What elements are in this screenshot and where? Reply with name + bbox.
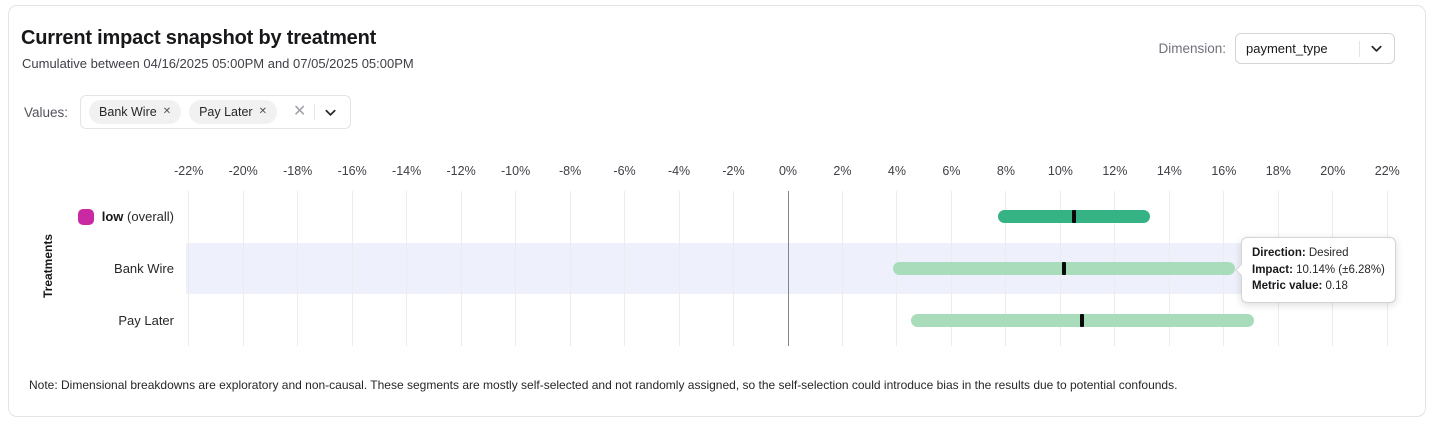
values-multiselect[interactable]: Bank Wire ✕ Pay Later ✕ ✕ [80, 95, 352, 129]
axis-tick-label: 10% [1047, 164, 1073, 178]
values-label: Values: [24, 104, 69, 120]
zero-line [787, 191, 789, 346]
axis-tick-label: 18% [1265, 164, 1291, 178]
axis-tick-label: -14% [392, 164, 422, 178]
axis-tick-label: -16% [337, 164, 367, 178]
y-axis-title: Treatments [41, 233, 55, 299]
clear-all-icon[interactable]: ✕ [292, 103, 307, 120]
axis-tick-label: 14% [1156, 164, 1182, 178]
legend-swatch [77, 208, 94, 225]
impact-point-marker [1080, 313, 1085, 327]
value-chip-label: Bank Wire [99, 105, 157, 119]
axis-tick-label: -10% [501, 164, 531, 178]
dimension-label: Dimension: [1158, 41, 1226, 56]
axis-tick-label: -8% [558, 164, 582, 178]
impact-point-marker [1062, 262, 1067, 275]
gridline [297, 191, 299, 346]
values-filter-group: Values: Bank Wire ✕ Pay Later ✕ ✕ [24, 95, 352, 129]
axis-tick-label: 22% [1374, 164, 1400, 178]
gridline [406, 191, 408, 346]
treatment-row-label: low (overall) [9, 191, 174, 243]
tooltip-direction-line: Direction: Desired [1252, 247, 1349, 259]
axis-tick-label: 20% [1320, 164, 1346, 178]
axis-tick-label: -2% [722, 164, 745, 178]
treatment-row-label: Pay Later [118, 312, 174, 328]
select-divider [314, 104, 316, 120]
axis-tick-label: -12% [446, 164, 476, 178]
remove-chip-icon[interactable]: ✕ [258, 106, 267, 117]
axis-tick-label: 12% [1102, 164, 1128, 178]
gridline [242, 191, 244, 346]
impact-snapshot-card: Current impact snapshot by treatment Cum… [8, 5, 1426, 417]
footnote: Note: Dimensional breakdowns are explora… [29, 378, 1178, 392]
value-chip-pay-later: Pay Later ✕ [189, 100, 277, 124]
gridline [351, 191, 353, 346]
dimension-selected-value: payment_type [1246, 41, 1328, 56]
gridline [515, 191, 517, 346]
page-title: Current impact snapshot by treatment [21, 27, 377, 49]
date-range-subtitle: Cumulative between 04/16/2025 05:00PM an… [22, 56, 414, 71]
impact-tooltip: Direction: Desired Impact: 10.14% (±6.28… [1235, 237, 1396, 303]
gridline [569, 191, 571, 346]
gridline [678, 191, 680, 346]
gridline [624, 191, 626, 346]
axis-tick-label: 8% [996, 164, 1015, 178]
gridline [460, 191, 462, 346]
dimension-select[interactable]: payment_type [1235, 33, 1395, 64]
tooltip-impact-line: Impact: 10.14% (±6.28%) [1252, 263, 1385, 276]
value-chip-bank-wire: Bank Wire ✕ [89, 100, 182, 124]
gridline [841, 191, 843, 346]
axis-tick-label: 6% [942, 164, 961, 178]
select-divider [1359, 40, 1360, 57]
axis-tick-label: -4% [667, 164, 691, 178]
axis-tick-label: 2% [833, 164, 852, 178]
gridline [733, 191, 735, 346]
axis-tick-label: -18% [283, 164, 313, 178]
axis-tick-label: 4% [887, 164, 906, 178]
axis-tick-label: -6% [613, 164, 636, 178]
axis-tick-label: -20% [228, 164, 258, 178]
treatment-row-label: Bank Wire [114, 260, 174, 276]
remove-chip-icon[interactable]: ✕ [162, 106, 172, 117]
chevron-down-icon[interactable] [323, 105, 338, 120]
gridline [188, 191, 190, 346]
axis-tick-label: 0% [778, 164, 798, 178]
chevron-down-icon[interactable] [1369, 41, 1384, 56]
dimension-selector-group: Dimension: payment_type [1158, 33, 1395, 64]
axis-tick-label: -22% [174, 164, 204, 178]
impact-point-marker [1072, 210, 1077, 224]
value-chip-label: Pay Later [199, 105, 253, 119]
axis-tick-label: 16% [1211, 164, 1237, 178]
tooltip-metric-line: Metric value: 0.18 [1252, 280, 1348, 292]
